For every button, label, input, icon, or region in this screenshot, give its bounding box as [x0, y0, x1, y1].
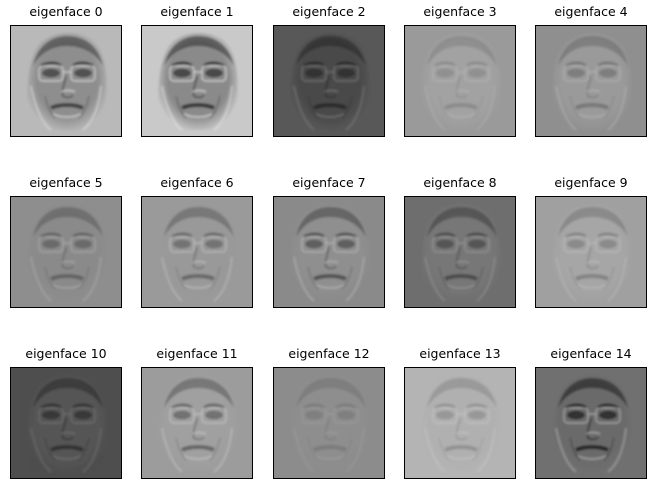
panel-title: eigenface 3 — [423, 4, 497, 19]
eigenface-image — [536, 197, 646, 307]
eigenface-image — [11, 26, 121, 136]
eigenface-frame — [404, 367, 516, 479]
eigenface-image — [274, 26, 384, 136]
eigenface-image — [405, 197, 515, 307]
panel-title: eigenface 1 — [160, 4, 234, 19]
eigenface-frame — [273, 25, 385, 137]
eigenface-image — [536, 368, 646, 478]
eigenface-frame — [10, 367, 122, 479]
panel-title: eigenface 14 — [550, 346, 632, 361]
panel-title: eigenface 10 — [25, 346, 107, 361]
eigenface-image — [142, 26, 252, 136]
eigenface-image — [536, 26, 646, 136]
eigenface-image — [142, 197, 252, 307]
eigenface-frame — [10, 196, 122, 308]
panel-title: eigenface 13 — [419, 346, 501, 361]
eigenface-frame — [10, 25, 122, 137]
eigenface-image — [11, 197, 121, 307]
eigenface-frame — [141, 367, 253, 479]
panel-title: eigenface 11 — [156, 346, 238, 361]
panel-title: eigenface 5 — [29, 175, 103, 190]
eigenface-frame — [404, 25, 516, 137]
eigenface-image — [405, 26, 515, 136]
panel-title: eigenface 8 — [423, 175, 497, 190]
eigenface-image — [142, 368, 252, 478]
panel-title: eigenface 2 — [292, 4, 366, 19]
panel-title: eigenface 7 — [292, 175, 366, 190]
eigenface-image — [405, 368, 515, 478]
eigenface-image — [274, 197, 384, 307]
eigenface-frame — [535, 196, 647, 308]
panel-title: eigenface 0 — [29, 4, 103, 19]
panel-title: eigenface 6 — [160, 175, 234, 190]
eigenface-image — [274, 368, 384, 478]
eigenface-frame — [273, 196, 385, 308]
eigenface-frame — [535, 25, 647, 137]
eigenface-frame — [404, 196, 516, 308]
eigenface-frame — [141, 25, 253, 137]
panel-title: eigenface 12 — [288, 346, 370, 361]
eigenface-frame — [273, 367, 385, 479]
eigenface-frame — [535, 367, 647, 479]
eigenface-frame — [141, 196, 253, 308]
eigenface-image — [11, 368, 121, 478]
panel-title: eigenface 9 — [554, 175, 628, 190]
panel-title: eigenface 4 — [554, 4, 628, 19]
